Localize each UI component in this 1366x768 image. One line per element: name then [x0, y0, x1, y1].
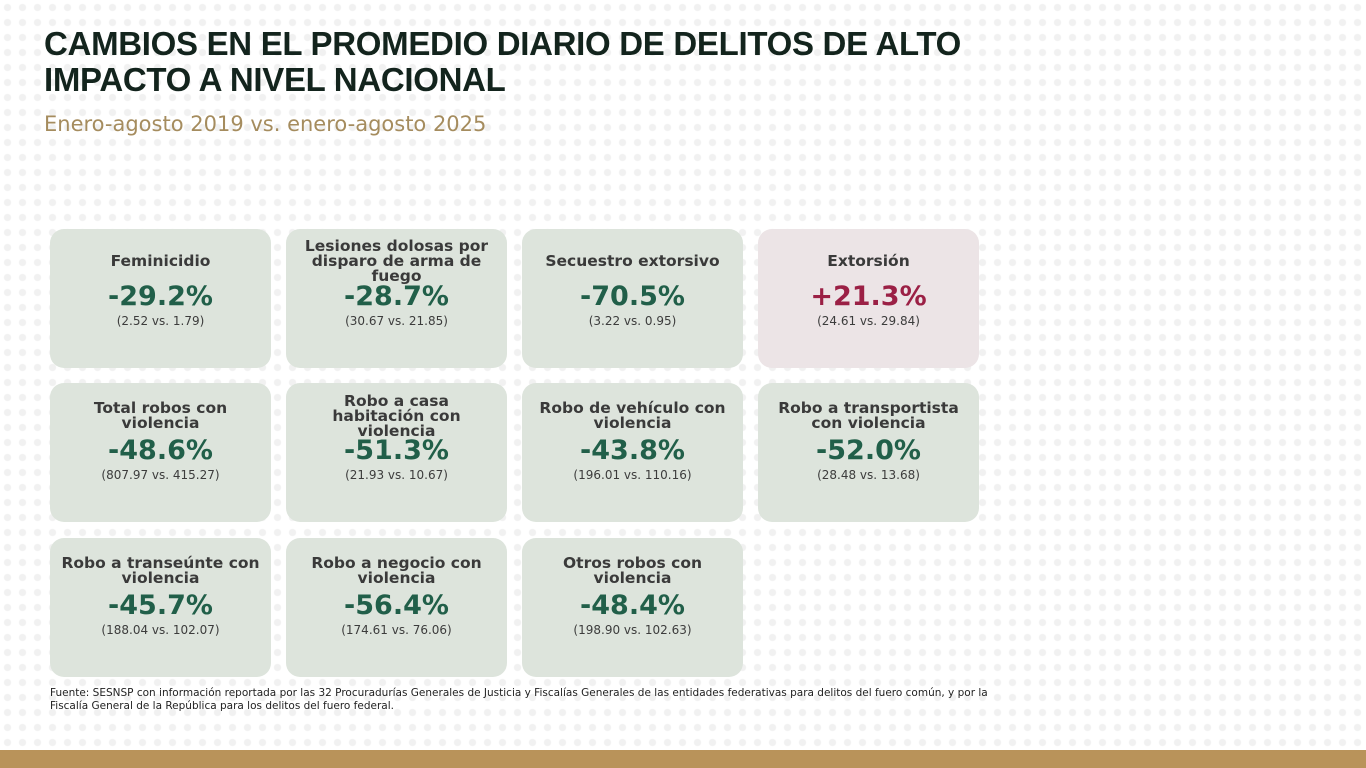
card-change: -56.4%	[344, 590, 449, 621]
stat-card-robo-vehiculo: Robo de vehículo con violencia -43.8% (1…	[522, 383, 743, 522]
card-label: Robo a casa habitación con violencia	[332, 392, 461, 440]
card-change: -52.0%	[816, 435, 921, 466]
card-values: (28.48 vs. 13.68)	[817, 468, 920, 482]
page-subtitle: Enero-agosto 2019 vs. enero-agosto 2025	[44, 112, 487, 136]
stat-card-robo-transeunte: Robo a transeúnte con violencia -45.7% (…	[50, 538, 271, 677]
source-note: Fuente: SESNSP con información reportada…	[50, 687, 988, 712]
page-title: CAMBIOS EN EL PROMEDIO DIARIO DE DELITOS…	[44, 25, 962, 98]
card-label: Secuestro extorsivo	[545, 252, 720, 270]
stat-card-otros-robos: Otros robos con violencia -48.4% (198.90…	[522, 538, 743, 677]
card-label: Robo a transportista con violencia	[778, 399, 959, 432]
card-change: -70.5%	[580, 281, 685, 312]
stat-card-total-robos: Total robos con violencia -48.6% (807.97…	[50, 383, 271, 522]
card-label: Extorsión	[827, 252, 910, 270]
card-change: -28.7%	[344, 281, 449, 312]
card-label: Feminicidio	[110, 252, 211, 270]
card-change: -48.6%	[108, 435, 213, 466]
card-values: (188.04 vs. 102.07)	[101, 623, 220, 637]
card-values: (2.52 vs. 1.79)	[116, 314, 205, 328]
card-values: (24.61 vs. 29.84)	[817, 314, 920, 328]
card-change: +21.3%	[810, 281, 927, 312]
card-label: Lesiones dolosas por disparo de arma de …	[304, 237, 489, 285]
stat-card-robo-casa: Robo a casa habitación con violencia -51…	[286, 383, 507, 522]
card-values: (198.90 vs. 102.63)	[573, 623, 692, 637]
card-change: -43.8%	[580, 435, 685, 466]
card-change: -29.2%	[108, 281, 213, 312]
card-values: (21.93 vs. 10.67)	[345, 468, 448, 482]
card-label: Robo de vehículo con violencia	[539, 399, 726, 432]
card-label: Robo a transeúnte con violencia	[61, 554, 260, 587]
card-values: (3.22 vs. 0.95)	[588, 314, 677, 328]
card-values: (196.01 vs. 110.16)	[573, 468, 692, 482]
card-values: (807.97 vs. 415.27)	[101, 468, 220, 482]
stat-card-feminicidio: Feminicidio -29.2% (2.52 vs. 1.79)	[50, 229, 271, 368]
card-change: -45.7%	[108, 590, 213, 621]
card-values: (30.67 vs. 21.85)	[345, 314, 448, 328]
card-change: -51.3%	[344, 435, 449, 466]
stat-card-robo-negocio: Robo a negocio con violencia -56.4% (174…	[286, 538, 507, 677]
card-change: -48.4%	[580, 590, 685, 621]
card-label: Total robos con violencia	[93, 399, 228, 432]
stat-card-robo-transportista: Robo a transportista con violencia -52.0…	[758, 383, 979, 522]
card-label: Otros robos con violencia	[562, 554, 703, 587]
card-label: Robo a negocio con violencia	[311, 554, 482, 587]
stat-card-lesiones-dolosas: Lesiones dolosas por disparo de arma de …	[286, 229, 507, 368]
footer-bar	[0, 750, 1366, 768]
stat-card-secuestro-extorsivo: Secuestro extorsivo -70.5% (3.22 vs. 0.9…	[522, 229, 743, 368]
stat-card-extorsion: Extorsión +21.3% (24.61 vs. 29.84)	[758, 229, 979, 368]
card-values: (174.61 vs. 76.06)	[341, 623, 452, 637]
